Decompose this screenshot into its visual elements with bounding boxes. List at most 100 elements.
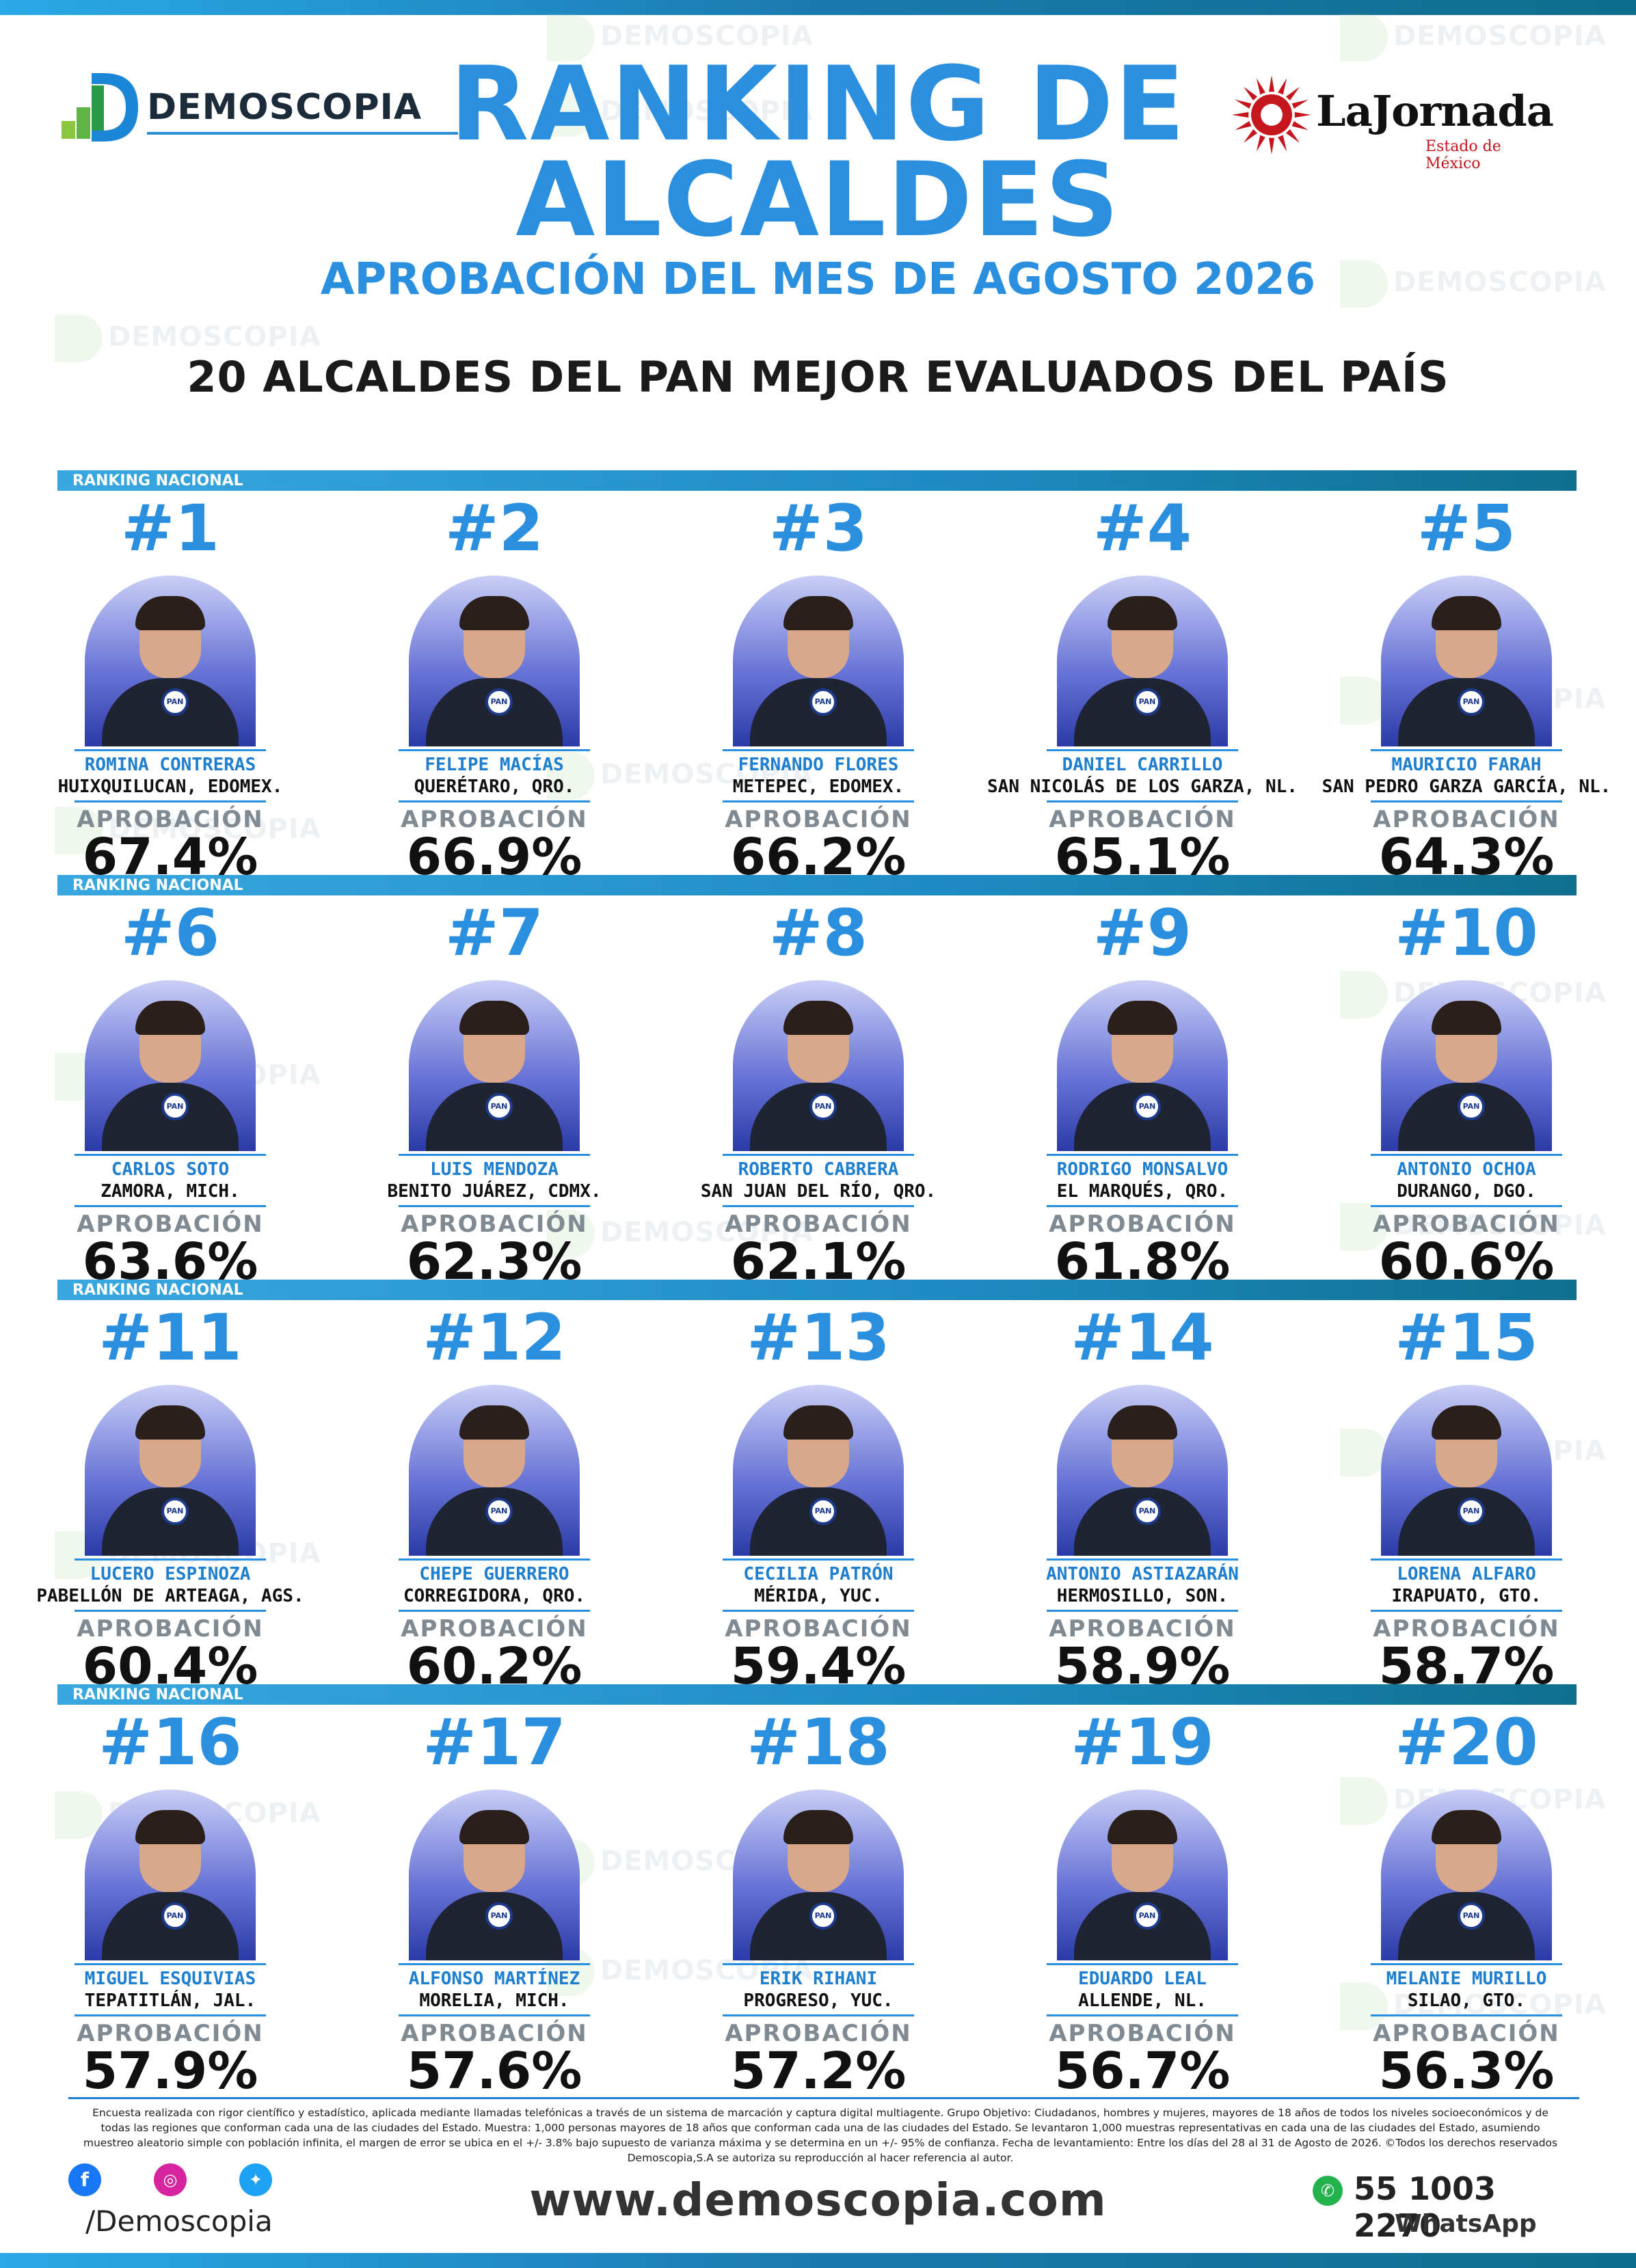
la-jornada-logo-text: LaJornada — [1316, 86, 1554, 136]
social-links: f ◎ ✦ /Demoscopia — [68, 2163, 314, 2239]
alcalde-card: #1 PAN ROMINA CONTRERAS HUIXQUILUCAN, EDOME… — [10, 495, 331, 885]
survey-disclaimer: Encuesta realizada con rigor científico … — [83, 2107, 1558, 2164]
approval-label: APROBACIÓN — [401, 806, 588, 833]
ranking-row-bar: RANKING NACIONAL — [57, 1280, 1577, 1300]
alcalde-photo: PAN — [1381, 576, 1552, 746]
rank-number: #19 — [1071, 1705, 1214, 1780]
photo-hair — [1432, 1810, 1501, 1844]
alcalde-city: HERMOSILLO, SON. — [1056, 1586, 1229, 1606]
photo-hair — [135, 1810, 205, 1844]
demoscopia-watermark: DEMOSCOPIA — [55, 807, 321, 854]
photo-hair — [783, 596, 853, 630]
whatsapp-contact[interactable]: ✆ 55 1003 2270 WhatsApp — [1313, 2170, 1586, 2245]
approval-label: APROBACIÓN — [401, 1615, 588, 1643]
ranking-row-bar: RANKING NACIONAL — [57, 1684, 1577, 1705]
alcalde-name: MIGUEL ESQUIVIAS — [84, 1969, 256, 1989]
rank-number: #12 — [423, 1301, 566, 1375]
pan-badge-icon: PAN — [1458, 688, 1485, 716]
alcalde-city: EL MARQUÉS, QRO. — [1056, 1181, 1229, 1202]
ranking-row-bar: RANKING NACIONAL — [57, 470, 1577, 491]
website-link[interactable]: www.demoscopia.com — [529, 2174, 1107, 2226]
instagram-icon[interactable]: ◎ — [154, 2163, 187, 2196]
photo-hair — [1108, 1405, 1177, 1440]
whatsapp-label: WhatsApp — [1395, 2210, 1537, 2238]
city-divider — [1371, 1205, 1562, 1207]
rank-number: #14 — [1071, 1301, 1214, 1375]
city-divider — [723, 2014, 914, 2016]
alcalde-name: LORENA ALFARO — [1397, 1564, 1536, 1584]
alcalde-name: DANIEL CARRILLO — [1062, 755, 1223, 775]
bottom-accent-bar — [0, 2253, 1636, 2268]
alcalde-card: #8 PAN ROBERTO CABRERA SAN JUAN DEL RÍO, QR… — [658, 900, 979, 1290]
alcalde-photo: PAN — [733, 576, 904, 746]
rank-number: #11 — [98, 1301, 242, 1375]
alcalde-card: #18 PAN ERIK RIHANI PROGRESO, YUC. APROBACIÓ… — [658, 1709, 979, 2098]
twitter-icon[interactable]: ✦ — [239, 2163, 272, 2196]
alcalde-name: LUIS MENDOZA — [430, 1159, 559, 1180]
alcalde-card: #6 PAN CARLOS SOTO ZAMORA, MICH. APROBACIÓN 6… — [10, 900, 331, 1289]
alcalde-card: #11 PAN LUCERO ESPINOZA PABELLÓN DE ARTEAGA… — [10, 1301, 331, 1695]
alcalde-card: #19 PAN EDUARDO LEAL ALLENDE, NL. APROBACIÓN… — [982, 1705, 1303, 2098]
alcalde-city: SILAO, GTO. — [1407, 1990, 1526, 2011]
alcalde-card: #7 PAN LUIS MENDOZA BENITO JUÁREZ, CDMX. APR… — [334, 900, 655, 1290]
pan-badge-icon: PAN — [809, 1093, 837, 1120]
alcalde-photo: PAN — [733, 980, 904, 1151]
pan-badge-icon: PAN — [1134, 688, 1161, 716]
social-handle[interactable]: /Demoscopia — [85, 2204, 273, 2238]
alcalde-name: ANTONIO ASTIAZARÁN — [1046, 1564, 1239, 1584]
alcalde-photo: PAN — [1057, 576, 1228, 746]
pan-badge-icon: PAN — [809, 688, 837, 716]
city-divider — [399, 1610, 590, 1612]
photo-hair — [135, 1405, 205, 1440]
rank-number: #2 — [444, 491, 544, 566]
city-divider — [1371, 1610, 1562, 1612]
alcalde-city: SAN PEDRO GARZA GARCÍA, NL. — [1322, 777, 1611, 797]
approval-label: APROBACIÓN — [1373, 806, 1560, 833]
city-divider — [399, 2014, 590, 2016]
alcalde-photo: PAN — [85, 576, 256, 746]
photo-hair — [459, 1001, 529, 1035]
alcalde-card: #20 PAN MELANIE MURILLO SILAO, GTO. APROBACI… — [1306, 1709, 1627, 2098]
demoscopia-watermark: DEMOSCOPIA — [547, 14, 814, 62]
logo-underline — [147, 132, 458, 135]
pan-badge-icon: PAN — [161, 1093, 189, 1120]
name-divider — [399, 749, 590, 751]
city-divider — [1371, 2014, 1562, 2016]
approval-label: APROBACIÓN — [1373, 1615, 1560, 1643]
demoscopia-watermark: DEMOSCOPIA — [1340, 14, 1607, 62]
name-divider — [723, 749, 914, 751]
city-divider — [1047, 2014, 1238, 2016]
whatsapp-number[interactable]: 55 1003 2270 — [1354, 2170, 1497, 2244]
rank-number: #5 — [1417, 491, 1516, 566]
pan-badge-icon: PAN — [485, 1902, 513, 1930]
rank-number: #9 — [1092, 896, 1192, 971]
pan-badge-icon: PAN — [1458, 1498, 1485, 1525]
alcalde-card: #10 PAN ANTONIO OCHOA DURANGO, DGO. APROBACI… — [1306, 900, 1627, 1289]
alcalde-photo: PAN — [409, 1790, 580, 1960]
photo-hair — [1432, 1405, 1501, 1440]
alcalde-name: CECILIA PATRÓN — [743, 1564, 894, 1584]
photo-hair — [1108, 1001, 1177, 1035]
alcalde-card: #17 PAN ALFONSO MARTÍNEZ MORELIA, MICH. APRO… — [334, 1709, 655, 2098]
alcalde-name: FELIPE MACÍAS — [425, 755, 564, 775]
facebook-icon[interactable]: f — [68, 2163, 101, 2196]
pan-badge-icon: PAN — [1134, 1902, 1161, 1930]
approval-label: APROBACIÓN — [77, 806, 264, 833]
approval-label: APROBACIÓN — [1049, 806, 1236, 833]
alcalde-city: ALLENDE, NL. — [1078, 1990, 1207, 2011]
alcalde-name: MELANIE MURILLO — [1386, 1969, 1547, 1989]
pan-badge-icon: PAN — [1134, 1093, 1161, 1120]
ranking-row-label: RANKING NACIONAL — [72, 1282, 243, 1299]
approval-label: APROBACIÓN — [725, 1615, 912, 1643]
name-divider — [723, 1154, 914, 1156]
approval-value: 56.3% — [1378, 2042, 1555, 2101]
alcalde-card: #3 PAN FERNANDO FLORES METEPEC, EDOMEX. APRO… — [658, 495, 979, 885]
pan-badge-icon: PAN — [161, 688, 189, 716]
city-divider — [399, 1205, 590, 1207]
page-title-line1: RANKING DE — [449, 45, 1187, 164]
alcalde-card: #4 PAN DANIEL CARRILLO SAN NICOLÁS DE LOS G… — [982, 495, 1303, 885]
name-divider — [75, 1558, 266, 1561]
approval-value: 57.6% — [406, 2042, 582, 2101]
pan-badge-icon: PAN — [1134, 1498, 1161, 1525]
approval-value: 57.2% — [730, 2042, 907, 2101]
